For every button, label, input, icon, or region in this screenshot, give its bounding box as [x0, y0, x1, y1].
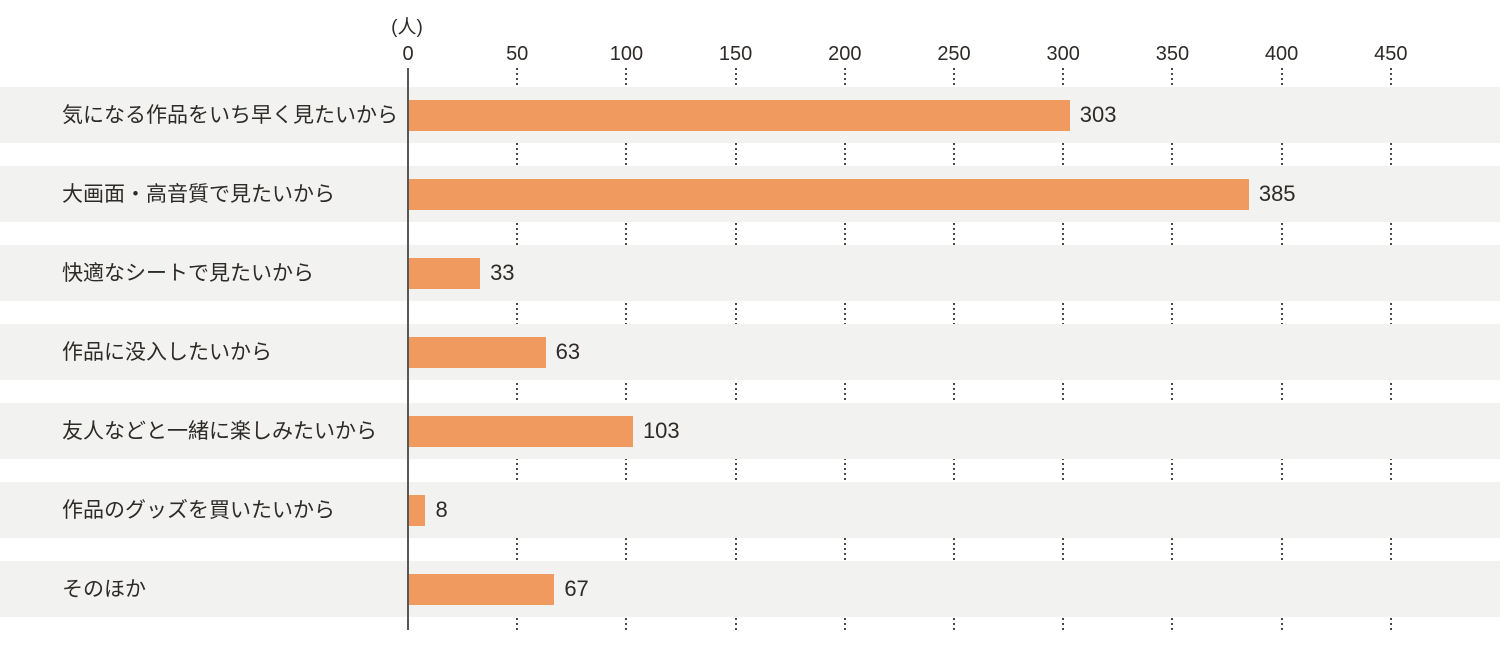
x-tick-label: 50 [506, 43, 529, 65]
x-tick-label: 450 [1374, 43, 1408, 65]
row-band [0, 245, 1500, 301]
value-label: 303 [1079, 102, 1117, 127]
value-label: 33 [490, 260, 515, 285]
category-label: 快適なシートで見たいから [62, 261, 314, 285]
x-tick-label: 200 [828, 43, 862, 65]
x-tick-label: 300 [1046, 43, 1080, 65]
bar [408, 178, 1249, 210]
bar [408, 336, 546, 368]
category-label: そのほか [62, 577, 146, 601]
row-band [0, 482, 1500, 538]
axis-unit-label: (人) [391, 17, 423, 38]
x-tick-label: 400 [1264, 43, 1299, 65]
bar [408, 99, 1070, 131]
bar [408, 494, 426, 526]
value-label: 8 [435, 497, 448, 522]
value-label: 67 [564, 576, 589, 601]
value-label: 385 [1258, 181, 1296, 206]
bar [408, 573, 555, 605]
x-tick-label: 350 [1155, 43, 1190, 65]
x-tick-label: 100 [609, 43, 644, 65]
category-label: 気になる作品をいち早く見たいから [62, 103, 398, 127]
value-label: 63 [555, 339, 581, 364]
category-label: 作品に没入したいから [62, 340, 272, 364]
row-band [0, 403, 1500, 459]
x-tick-label: 250 [937, 43, 971, 65]
value-label: 103 [642, 418, 680, 443]
category-label: 作品のグッズを買いたいから [62, 498, 335, 522]
x-tick-label: 0 [402, 43, 414, 65]
y-axis-line [407, 68, 409, 630]
x-tick-label: 150 [718, 43, 753, 65]
category-label: 友人などと一緒に楽しみたいから [62, 419, 377, 443]
bar [408, 257, 481, 289]
category-label: 大画面・高音質で見たいから [62, 182, 335, 206]
bar [408, 415, 633, 447]
row-band [0, 561, 1500, 617]
row-band [0, 324, 1500, 380]
